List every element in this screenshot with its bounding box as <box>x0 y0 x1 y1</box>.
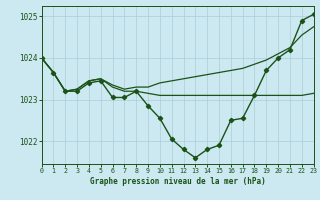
X-axis label: Graphe pression niveau de la mer (hPa): Graphe pression niveau de la mer (hPa) <box>90 177 266 186</box>
